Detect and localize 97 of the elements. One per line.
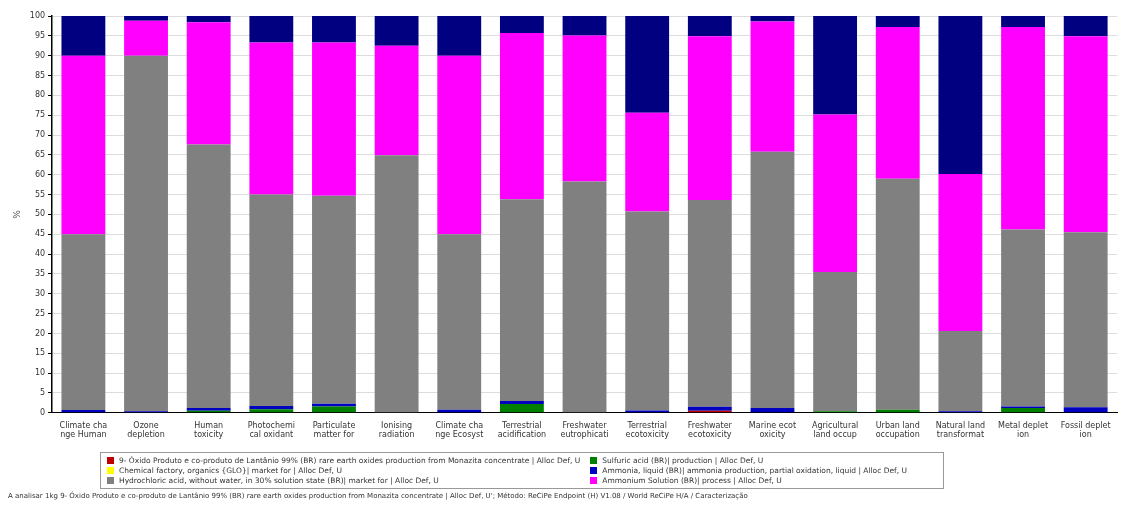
x-tick-label: Urban land occupation — [875, 420, 920, 440]
bar — [1063, 407, 1108, 413]
bar — [813, 114, 858, 272]
x-tick-label: Ozone depletion — [127, 420, 165, 440]
bar — [124, 55, 168, 412]
bar — [249, 16, 294, 43]
y-tick-label: 30 — [34, 288, 46, 298]
x-tick-label: Terrestrial ecotoxicity — [625, 420, 670, 440]
x-tick-label: Terrestrial acidification — [497, 420, 547, 440]
bar — [124, 20, 168, 56]
y-tick-label: 95 — [34, 30, 46, 40]
bar — [312, 42, 356, 196]
x-tick-label: Fossil deplet ion — [1060, 420, 1111, 440]
bar — [1001, 16, 1045, 28]
y-tick-label: 40 — [34, 249, 46, 259]
x-tick-label: Agricultural land occup — [811, 420, 859, 440]
bar — [499, 404, 544, 413]
y-tick-label: 45 — [34, 229, 46, 239]
bar — [1063, 36, 1108, 233]
bar — [61, 234, 106, 411]
x-tick-label: Freshwater ecotoxicity — [687, 420, 733, 440]
bar — [1063, 232, 1108, 408]
bar — [1001, 408, 1045, 413]
x-tick-label: Climate cha nge Human — [59, 420, 108, 440]
y-tick-label: 85 — [34, 70, 46, 80]
bar — [750, 21, 795, 152]
y-tick-label: 65 — [34, 149, 46, 159]
x-tick-label: Ionising radiation — [378, 420, 415, 440]
x-tick-label: Freshwater eutrophicati — [560, 420, 609, 440]
y-tick-label: 15 — [34, 348, 46, 358]
y-tick-label: 20 — [34, 328, 46, 338]
bar — [938, 16, 983, 174]
bar — [1001, 27, 1045, 230]
bar — [61, 16, 106, 56]
bar — [312, 195, 356, 404]
y-tick-label: 75 — [34, 110, 46, 120]
x-tick-label: Human toxicity — [194, 420, 224, 440]
bar — [374, 16, 419, 46]
bar — [374, 155, 419, 413]
bar — [1063, 16, 1108, 37]
bar — [312, 16, 356, 43]
x-tick-label: Particulate matter for — [312, 420, 356, 440]
bar — [875, 178, 920, 410]
bar — [249, 194, 294, 407]
bar — [124, 16, 168, 21]
y-tick-label: 90 — [34, 50, 46, 60]
bar — [875, 16, 920, 28]
x-tick-label: Natural land transformat — [935, 420, 986, 440]
bar — [61, 55, 106, 235]
x-tick-label: Climate cha nge Ecosyst — [435, 420, 484, 440]
bar — [813, 271, 858, 412]
bar — [186, 144, 231, 409]
bar — [437, 16, 482, 56]
bar — [687, 36, 732, 201]
y-tick-label: 70 — [34, 130, 46, 140]
bar — [1001, 229, 1045, 407]
y-tick-label: 35 — [34, 269, 46, 278]
bar — [249, 42, 294, 195]
y-tick-label: 10 — [34, 368, 46, 378]
bar — [374, 45, 419, 156]
bar — [562, 35, 607, 182]
bar — [186, 16, 231, 23]
bar — [625, 211, 670, 411]
bar — [499, 199, 544, 401]
bar — [687, 16, 732, 37]
bar — [938, 331, 983, 412]
bar — [499, 16, 544, 34]
bar — [562, 181, 607, 413]
bar — [437, 55, 482, 235]
y-tick-label: 55 — [34, 189, 46, 199]
y-tick-label: 80 — [34, 90, 46, 100]
y-tick-label: 100 — [29, 11, 46, 21]
y-tick-label: 50 — [34, 209, 46, 219]
bar — [312, 406, 356, 413]
bar — [687, 406, 732, 411]
bar — [750, 16, 795, 22]
bar — [750, 408, 795, 413]
bar — [875, 27, 920, 179]
y-axis-title: % — [11, 209, 22, 219]
y-tick-label: 60 — [34, 169, 46, 179]
bar — [813, 16, 858, 115]
x-tick-label: Photochemi cal oxidant — [247, 420, 295, 440]
bar — [625, 112, 670, 212]
bar — [499, 400, 544, 405]
y-tick-label: 0 — [39, 407, 46, 417]
bar — [750, 151, 795, 409]
bar — [687, 200, 732, 407]
bar — [186, 22, 231, 145]
bar — [562, 16, 607, 36]
x-tick-label: Metal deplet ion — [998, 420, 1049, 440]
y-tick-label: 5 — [39, 388, 46, 398]
y-tick-label: 25 — [34, 308, 46, 318]
bar — [625, 16, 670, 113]
bar — [938, 173, 983, 332]
bar — [499, 33, 544, 200]
x-tick-label: Marine ecot oxicity — [748, 420, 797, 440]
bar — [437, 234, 482, 410]
